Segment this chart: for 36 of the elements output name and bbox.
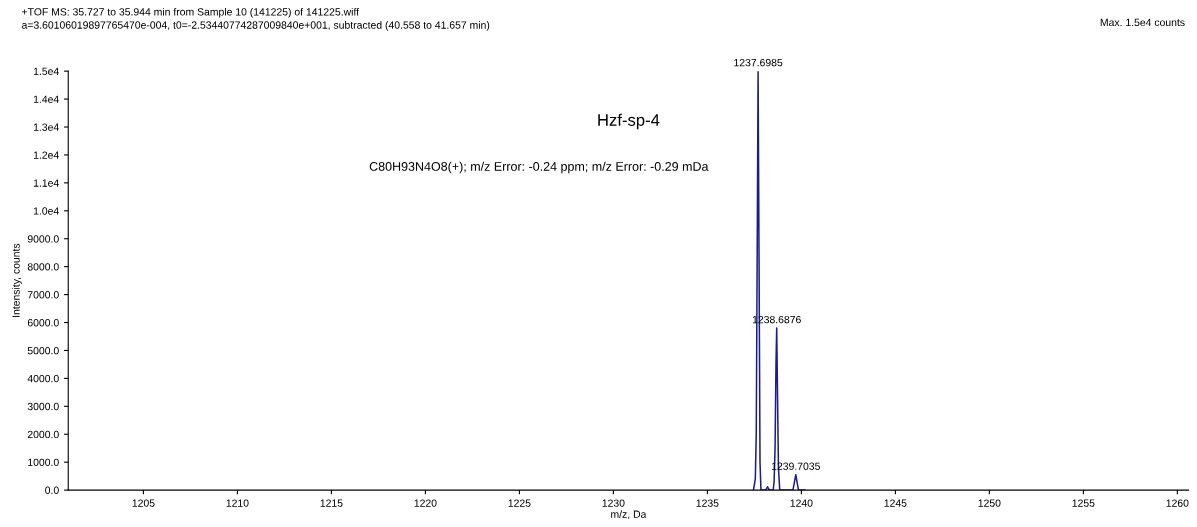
y-tick-label: 4000.0 [27,374,59,383]
y-tick-label: 1.2e4 [33,151,59,159]
x-tick-label: 1220 [414,499,437,507]
x-tick-label: 1235 [696,499,719,507]
x-tick-label: 1230 [602,499,625,507]
y-tick-label: 7000.0 [27,291,59,299]
annotation: C80H93N4O8(+); m/z Error: -0.24 ppm; m/z Error: -0.29 mDa [369,161,709,174]
y-tick-label: 1.1e4 [33,179,59,187]
y-tick-label: 8000.0 [27,263,59,271]
y-tick-label: 1.4e4 [33,95,59,103]
x-tick-label: 1260 [1166,499,1189,507]
y-tick-label: 1.0e4 [33,207,59,215]
x-tick-label: 1210 [226,499,249,507]
y-tick-label: 2000.0 [27,430,59,439]
y-tick-label: 0.0 [45,486,59,494]
y-tick-label: 6000.0 [27,319,59,327]
y-tick-label: 1.5e4 [33,67,59,76]
chart-subtitle: a=3.60106019897765470e-004, t0=-2.53440774287009840e+001, subtracted (40.558 to 41.657 min) [21,21,490,31]
chart-title: +TOF MS: 35.727 to 35.944 min from Sample 10 (141225) of 141225.wiff [22,7,360,18]
x-axis-title: m/z, Da [611,510,647,520]
y-tick-label: 9000.0 [27,235,59,243]
x-tick-label: 1255 [1072,499,1095,507]
x-tick-label: 1215 [320,499,343,507]
y-tick-label: 1000.0 [28,458,59,467]
x-tick-label: 1240 [790,499,813,507]
y-tick-label: 3000.0 [27,402,59,411]
x-tick-label: 1205 [132,499,155,507]
y-tick-label: 1.3e4 [33,123,59,131]
text: Max. 1.5e4 counts [1100,18,1185,27]
x-tick-label: 1250 [978,499,1001,507]
y-axis-title: Intensity, counts [12,243,22,317]
annotation: 1237.6985 [734,58,783,67]
y-tick-label: 5000.0 [27,346,59,355]
x-tick-label: 1225 [508,499,531,507]
x-tick-label: 1245 [884,499,907,507]
annotation: Hzf-sp-4 [598,113,660,130]
